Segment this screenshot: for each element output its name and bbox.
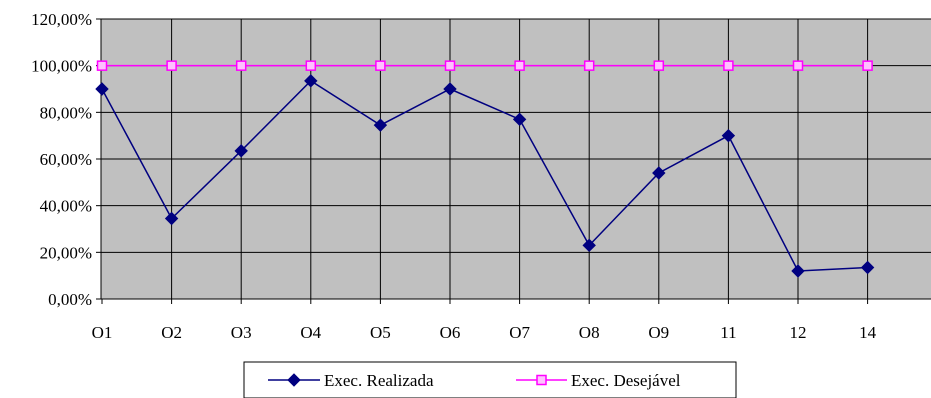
x-tick-label: O8 [579,323,600,342]
legend-marker [536,374,547,386]
y-tick-label: 100,00% [31,57,92,76]
data-point [653,60,665,71]
x-tick-label: O1 [92,323,113,342]
data-point [514,60,525,71]
data-point [583,60,595,71]
data-point [95,82,109,96]
y-tick-label: 40,00% [40,197,92,216]
data-point [96,60,108,71]
x-tick-label: O9 [648,323,669,342]
x-tick-labels: O1 O2 O3 O4 O5 O6 O7 O8 O9 11 12 14 [92,323,877,342]
legend-box [243,361,737,398]
y-tick-label: 80,00% [40,103,92,122]
data-point [862,60,873,71]
data-point [860,260,875,275]
data-point [582,238,596,253]
data-point [721,128,736,143]
x-tick-label: O2 [161,323,182,342]
data-point [791,264,805,278]
x-tick-label: O7 [509,323,530,342]
data-point [235,60,247,71]
legend-marker [287,373,301,387]
y-tick-label: 120,00% [31,10,92,29]
data-point [723,60,734,71]
y-tick-labels: 0,00% 20,00% 40,00% 60,00% 80,00% 100,00% 120,… [31,10,92,309]
x-tick-label: O4 [300,323,321,342]
x-tick-label: O6 [440,323,461,342]
data-point [305,60,317,71]
x-tick-label: 11 [720,323,736,342]
legend-label: Exec. Realizada [324,371,434,390]
data-point [373,118,388,132]
x-tick-label: O5 [370,323,391,342]
y-tick-label: 20,00% [40,243,92,262]
legend: Exec. Realizada Exec. Desejável [243,361,737,398]
series-layer [95,60,875,278]
data-point [166,60,177,71]
legend-item: Exec. Desejável [516,371,681,390]
y-tick-label: 0,00% [48,290,92,309]
data-point [443,82,457,96]
legend-item: Exec. Realizada [268,371,434,390]
data-point [164,211,179,226]
data-point [304,74,318,88]
data-point [792,60,804,71]
data-point [375,60,386,71]
x-tick-label: O3 [231,323,252,342]
y-tick-label: 60,00% [40,150,92,169]
x-tick-label: 12 [790,323,807,342]
data-point [512,112,527,127]
legend-label: Exec. Desejável [571,371,681,390]
x-tick-label: 14 [859,323,877,342]
series-line [101,79,868,272]
data-point [652,166,666,180]
data-point [234,144,248,158]
series-exec-realizada [95,74,875,278]
data-point [444,60,456,71]
series-exec-desejavel [96,60,873,71]
